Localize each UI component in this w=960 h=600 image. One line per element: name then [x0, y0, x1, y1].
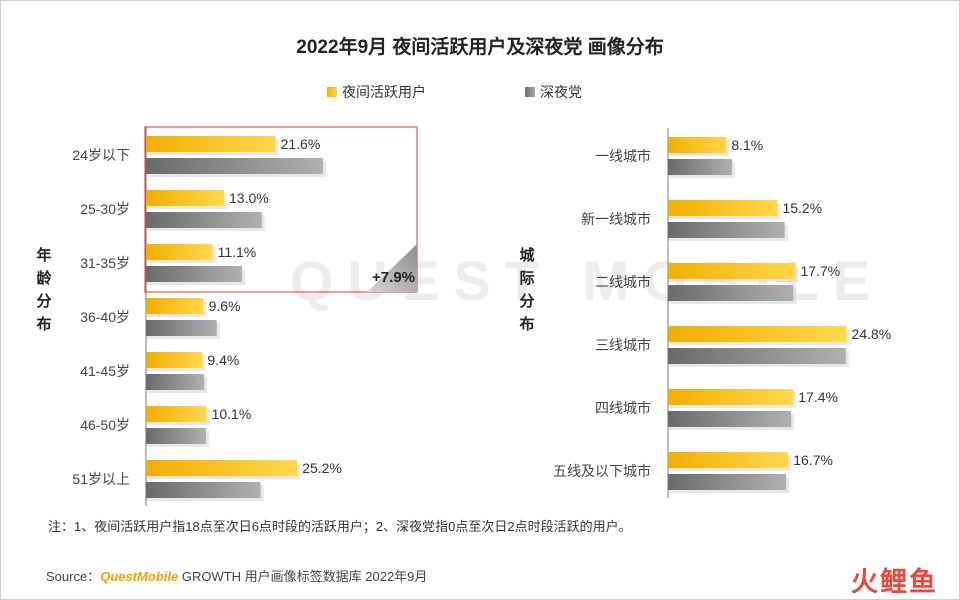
data-label: 15.2% — [782, 200, 822, 216]
data-label: 24.8% — [852, 326, 892, 342]
left-axis-title: 年龄分布 — [34, 244, 54, 336]
category-label: 三线城市 — [595, 337, 651, 353]
left-axis-title-text: 年龄分布 — [34, 244, 54, 336]
bar-series1 — [668, 452, 789, 468]
category-label: 46-50岁 — [80, 417, 130, 433]
bar-series2 — [668, 348, 846, 364]
right-axis-title: 城际分布 — [517, 244, 537, 336]
category-label: 31-35岁 — [80, 255, 130, 271]
legend-label-series1: 夜间活跃用户 — [342, 84, 426, 100]
source-brand: QuestMobile — [100, 569, 179, 584]
legend-item-series2: 深夜党 — [525, 82, 582, 102]
axis-title-char: 布 — [36, 316, 52, 333]
category-label: 二线城市 — [595, 274, 651, 290]
category-label: 51岁以上 — [72, 471, 130, 487]
category-label: 25-30岁 — [80, 201, 130, 217]
axis-title-char: 布 — [519, 316, 535, 333]
data-label: 9.6% — [209, 298, 241, 314]
bar-series2 — [668, 222, 785, 238]
data-label: 10.1% — [212, 406, 252, 422]
source-prefix: Source： — [46, 569, 101, 584]
bar-series2 — [668, 159, 733, 175]
bar-series2 — [146, 266, 242, 282]
bar-series2 — [146, 212, 262, 228]
annotation-label: +7.9% — [372, 269, 415, 286]
data-label: 17.7% — [800, 263, 840, 279]
bar-series2 — [146, 428, 206, 444]
bar-series2 — [668, 474, 787, 490]
legend-item-series1: 夜间活跃用户 — [327, 82, 426, 102]
category-label: 36-40岁 — [80, 309, 130, 325]
right-axis-title-text: 城际分布 — [517, 244, 537, 336]
axis-title-char: 龄 — [36, 270, 52, 287]
bar-series1 — [146, 136, 276, 152]
bar-series2 — [146, 374, 205, 390]
source-rest: GROWTH 用户画像标签数据库 2022年9月 — [178, 569, 428, 584]
footnote: 注：1、夜间活跃用户指18点至次日6点时段的活跃用户；2、深夜党指0点至次日2点… — [48, 519, 632, 534]
bar-series2 — [146, 320, 217, 336]
legend-swatch-series1 — [327, 87, 337, 97]
legend-label-series2: 深夜党 — [540, 84, 582, 100]
category-label: 一线城市 — [595, 148, 651, 164]
data-label: 21.6% — [281, 136, 321, 152]
source-line: Source：QuestMobile GROWTH 用户画像标签数据库 2022… — [46, 566, 427, 585]
data-label: 9.4% — [207, 352, 239, 368]
bar-series1 — [146, 460, 298, 476]
bar-series1 — [146, 298, 204, 314]
category-label: 四线城市 — [595, 400, 651, 416]
bar-series1 — [668, 200, 778, 216]
axis-title-char: 分 — [36, 293, 52, 310]
axis-title-char: 年 — [36, 247, 52, 264]
legend-swatch-series2 — [525, 87, 535, 97]
bar-series1 — [146, 406, 207, 422]
category-label: 41-45岁 — [80, 363, 130, 379]
brand-logo: 火鲤鱼 — [851, 567, 938, 597]
chart-title: 2022年9月 夜间活跃用户及深夜党 画像分布 — [296, 37, 664, 58]
axis-title-char: 城 — [519, 247, 535, 264]
data-label: 16.7% — [793, 452, 833, 468]
data-label: 8.1% — [731, 137, 763, 153]
bar-series1 — [146, 190, 224, 206]
axis-title-char: 际 — [519, 270, 535, 287]
category-label: 五线及以下城市 — [553, 463, 651, 479]
bar-series1 — [146, 244, 213, 260]
data-label: 11.1% — [218, 244, 257, 260]
data-label: 13.0% — [229, 190, 269, 206]
bar-series2 — [146, 158, 323, 174]
axis-title-char: 分 — [519, 293, 535, 310]
bar-series1 — [668, 389, 794, 405]
bar-series2 — [146, 482, 261, 498]
bar-series1 — [146, 352, 203, 368]
bar-series2 — [668, 285, 794, 301]
highlight-box — [144, 126, 418, 293]
data-label: 25.2% — [302, 460, 342, 476]
bar-series1 — [668, 326, 847, 342]
bar-series1 — [668, 263, 796, 279]
category-label: 24岁以下 — [72, 147, 130, 163]
bar-series2 — [668, 411, 792, 427]
highlight-corner-triangle — [367, 244, 417, 292]
category-label: 新一线城市 — [581, 211, 651, 227]
data-label: 17.4% — [798, 389, 838, 405]
bar-series1 — [668, 137, 727, 153]
